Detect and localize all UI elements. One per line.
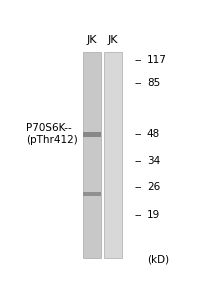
Text: 85: 85 bbox=[147, 78, 160, 88]
Text: (pThr412): (pThr412) bbox=[26, 135, 78, 145]
Bar bbox=[83, 192, 101, 196]
Text: P70S6K--: P70S6K-- bbox=[26, 123, 72, 134]
Bar bbox=[83, 52, 101, 258]
Bar bbox=[83, 132, 101, 137]
Text: 19: 19 bbox=[147, 210, 160, 220]
Text: 34: 34 bbox=[147, 156, 160, 166]
Text: 26: 26 bbox=[147, 182, 160, 192]
Text: --: -- bbox=[135, 78, 142, 88]
Text: 117: 117 bbox=[147, 55, 167, 65]
Bar bbox=[104, 52, 122, 258]
Text: 48: 48 bbox=[147, 129, 160, 139]
Text: (kD): (kD) bbox=[147, 255, 169, 265]
Text: --: -- bbox=[135, 129, 142, 139]
Text: --: -- bbox=[135, 156, 142, 166]
Text: --: -- bbox=[135, 210, 142, 220]
Text: --: -- bbox=[135, 182, 142, 192]
Text: JK: JK bbox=[108, 35, 118, 45]
Text: --: -- bbox=[135, 55, 142, 65]
Text: JK: JK bbox=[86, 35, 97, 45]
